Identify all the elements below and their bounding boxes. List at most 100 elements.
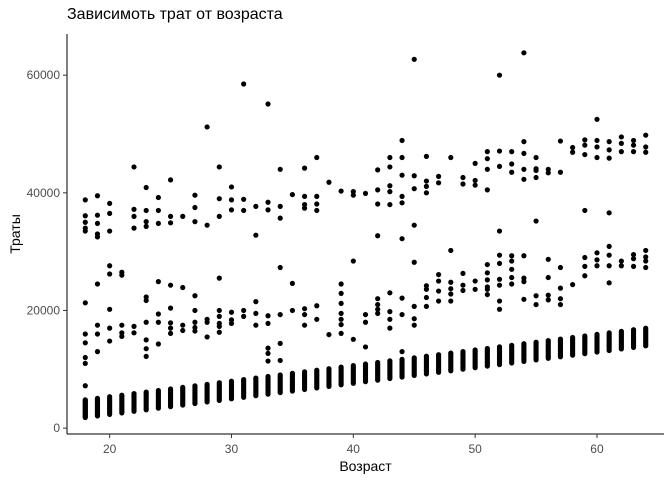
data-point: [338, 188, 344, 194]
y-tick-label: 60000: [27, 68, 61, 82]
data-point: [143, 297, 149, 304]
data-point: [643, 144, 649, 150]
data-point: [94, 220, 101, 227]
data-point: [521, 166, 527, 172]
data-point: [143, 353, 149, 359]
data-point: [289, 191, 295, 198]
data-point: [265, 199, 271, 205]
data-point: [521, 341, 527, 347]
data-point: [192, 293, 198, 299]
data-point: [411, 322, 417, 328]
data-point: [216, 313, 222, 319]
data-point: [228, 378, 235, 384]
data-point: [606, 252, 612, 258]
data-point: [94, 349, 101, 355]
data-point: [192, 192, 198, 198]
data-point: [314, 303, 320, 309]
data-point: [387, 183, 393, 189]
data-point: [94, 281, 101, 287]
data-point: [423, 353, 430, 359]
data-point: [216, 275, 222, 281]
data-point: [411, 259, 417, 265]
x-tick-label: 20: [103, 442, 117, 456]
data-point: [557, 169, 564, 175]
data-point: [582, 263, 588, 269]
data-point: [167, 177, 174, 183]
data-point: [180, 322, 186, 328]
data-point: [606, 243, 612, 249]
data-point: [204, 222, 210, 228]
data-point: [582, 273, 588, 279]
data-point: [94, 234, 101, 240]
data-point: [241, 377, 247, 383]
data-point: [509, 253, 515, 259]
data-point: [143, 184, 149, 191]
data-point: [155, 220, 161, 227]
data-point: [301, 369, 308, 375]
data-point: [314, 316, 320, 322]
data-point: [496, 252, 503, 258]
data-point: [289, 307, 295, 314]
data-point: [436, 352, 442, 358]
data-point: [143, 223, 149, 229]
x-axis-title: Возраст: [339, 458, 392, 474]
data-point: [228, 320, 235, 327]
data-point: [630, 149, 637, 155]
data-point: [545, 274, 551, 281]
data-point: [533, 218, 539, 224]
data-point: [472, 347, 478, 353]
data-point: [643, 258, 649, 264]
data-point: [570, 144, 576, 151]
data-point: [484, 149, 490, 155]
data-point: [94, 322, 101, 328]
data-point: [143, 319, 149, 325]
data-point: [423, 190, 430, 196]
data-point: [314, 367, 320, 373]
data-point: [375, 187, 381, 193]
data-point: [533, 167, 539, 174]
x-tick-label: 30: [225, 442, 239, 456]
data-point: [253, 203, 259, 209]
x-tick-label: 50: [468, 442, 482, 456]
data-point: [606, 155, 612, 161]
data-point: [277, 311, 283, 318]
data-point: [277, 372, 283, 378]
data-point: [399, 193, 405, 199]
data-point: [167, 220, 174, 226]
data-point: [533, 174, 539, 181]
chart-title: Зависимоть трат от возраста: [67, 6, 283, 23]
data-point: [460, 270, 466, 277]
data-point: [216, 307, 222, 314]
data-point: [350, 362, 356, 369]
data-point: [301, 165, 308, 171]
data-point: [460, 348, 466, 355]
data-point: [484, 261, 490, 268]
data-point: [618, 140, 624, 147]
data-point: [155, 387, 161, 394]
data-point: [265, 207, 271, 213]
data-point: [253, 232, 259, 238]
data-point: [107, 394, 113, 400]
data-point: [94, 193, 101, 199]
data-point: [643, 325, 649, 331]
data-point: [643, 264, 649, 271]
data-point: [253, 375, 259, 381]
data-point: [107, 306, 113, 312]
data-point: [338, 321, 344, 328]
data-point: [630, 137, 637, 144]
data-point: [460, 282, 466, 288]
data-point: [411, 173, 417, 179]
data-point: [496, 276, 503, 282]
data-point: [509, 281, 515, 287]
data-point: [630, 142, 637, 148]
data-point: [606, 147, 612, 153]
data-point: [326, 331, 332, 338]
data-point: [387, 164, 393, 170]
data-point: [301, 193, 308, 199]
data-point: [630, 251, 637, 258]
data-point: [362, 311, 369, 318]
data-point: [241, 196, 247, 202]
ticks: 20 30 40 50 60 0 20000 40000 60000: [27, 68, 604, 456]
data-point: [606, 139, 612, 145]
data-point: [436, 180, 442, 186]
